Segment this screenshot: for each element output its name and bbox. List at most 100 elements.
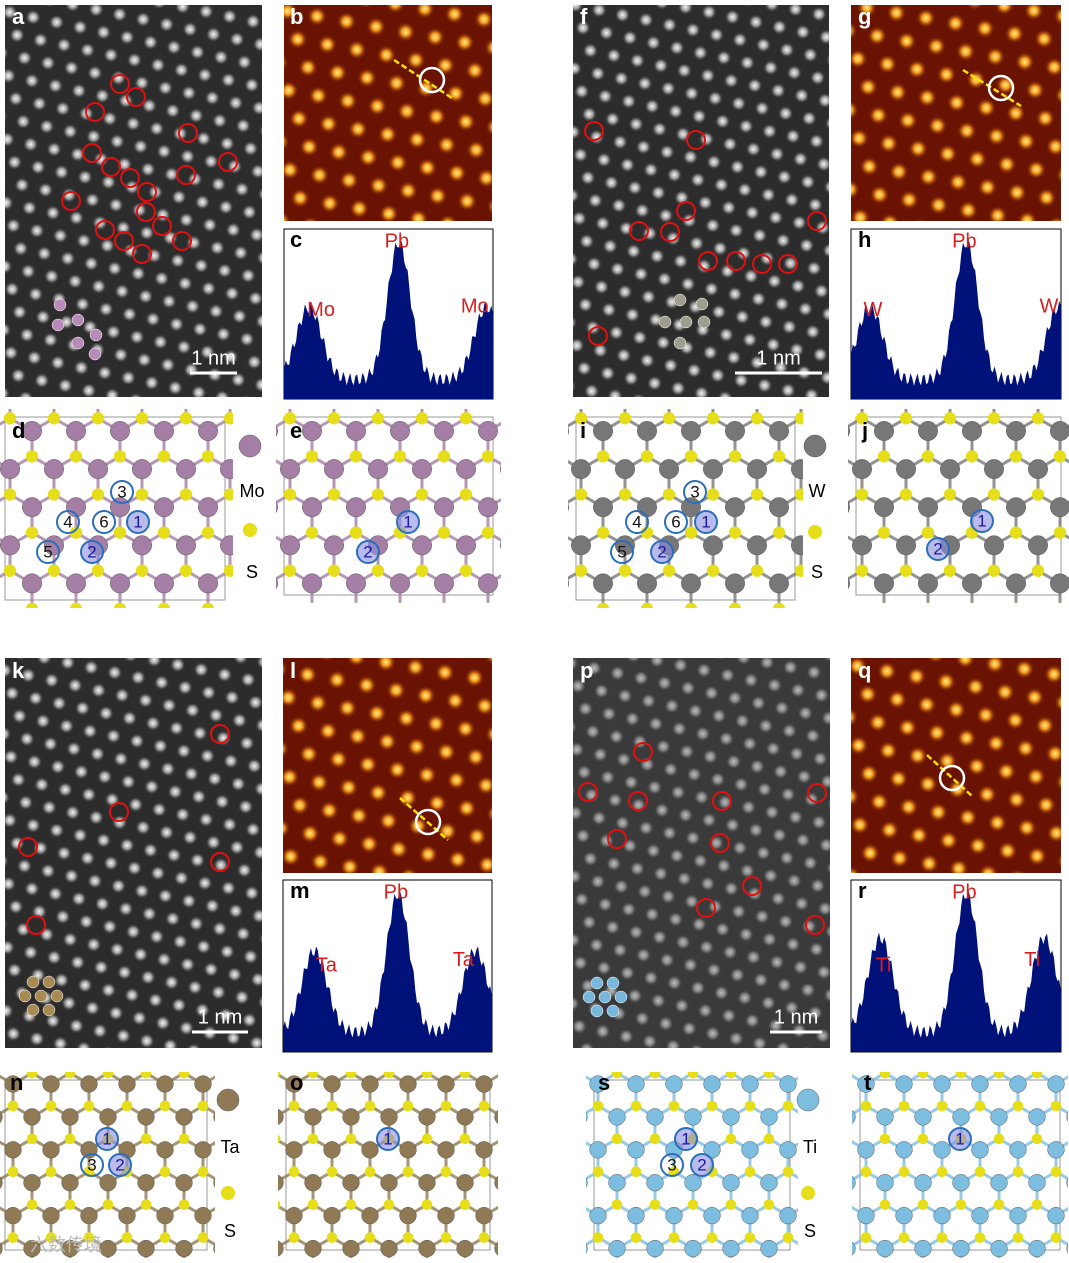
bond: [826, 1073, 845, 1084]
panel-letter: m: [290, 878, 310, 903]
atomic-model: [568, 409, 803, 631]
metal-atom: [213, 1177, 215, 1188]
panel-letter: p: [580, 658, 593, 683]
legend-metal: [796, 1088, 820, 1112]
s-atom: [649, 1072, 661, 1079]
s-atom: [83, 1100, 95, 1112]
metal-atom: [475, 1075, 493, 1093]
site-circle: [376, 1127, 400, 1151]
s-atom: [526, 603, 538, 615]
metal-atom: [478, 573, 498, 594]
metal-atom: [681, 421, 701, 441]
defect-marker: [120, 168, 140, 188]
s-atom: [772, 450, 786, 463]
metal-atom: [495, 1043, 512, 1060]
bond: [222, 1172, 241, 1183]
metal-atom: [1028, 1239, 1046, 1258]
s-atom: [517, 1166, 528, 1177]
metal-atom: [747, 612, 766, 631]
metal-atom: [684, 1239, 702, 1258]
metal-atom: [118, 1075, 136, 1093]
s-atom: [821, 1232, 832, 1243]
s-atom: [345, 1199, 357, 1210]
s-atom: [706, 488, 720, 501]
panel-letter: e: [290, 418, 302, 443]
metal-atom: [586, 1243, 588, 1254]
metal-atom: [302, 573, 322, 594]
atomic-model: [0, 1072, 241, 1258]
s-atom: [684, 602, 698, 608]
s-atom: [899, 488, 913, 501]
panel-letter: g: [858, 4, 871, 29]
site-number: 1: [977, 511, 986, 530]
site-circle: [610, 540, 634, 564]
metal-atom: [500, 464, 501, 474]
s-atom: [481, 450, 495, 463]
s-atom: [25, 450, 39, 463]
s-atom: [113, 526, 127, 539]
s-atom: [135, 412, 149, 425]
s-atom: [555, 1166, 566, 1177]
s-atom: [437, 450, 451, 463]
s-atom: [574, 564, 588, 577]
s-atom: [684, 526, 698, 539]
intensity-profile: [283, 890, 492, 1052]
metal-atom: [779, 1075, 797, 1093]
metal-atom: [990, 1239, 1008, 1258]
s-atom: [640, 450, 654, 463]
bond: [164, 607, 166, 608]
metal-atom: [552, 1207, 569, 1224]
metal-atom: [280, 612, 299, 631]
metal-atom: [342, 1108, 360, 1126]
s-atom: [25, 526, 39, 539]
s-atom: [353, 602, 359, 603]
metal-atom: [760, 1174, 778, 1192]
metal-atom: [44, 612, 63, 631]
site-number: 1: [681, 1129, 690, 1148]
site-circle: [396, 510, 420, 534]
s-atom: [7, 1100, 19, 1112]
bond: [818, 456, 840, 469]
metal-atom: [88, 459, 108, 480]
metal-atom: [304, 1108, 322, 1126]
metal-atom: [118, 1207, 136, 1225]
s-atom: [855, 564, 869, 577]
bond: [560, 1139, 579, 1150]
metal-atom: [769, 573, 789, 594]
metal-atom: [154, 497, 174, 518]
metal-atom: [1006, 573, 1026, 594]
bond: [510, 380, 532, 393]
metal-atom: [154, 573, 174, 594]
metal-atom: [741, 1141, 759, 1159]
s-atom: [782, 1232, 794, 1243]
s-atom: [898, 1232, 910, 1243]
s-atom: [900, 641, 912, 653]
s-atom: [1053, 450, 1067, 463]
metal-atom: [368, 459, 388, 480]
s-atom: [201, 450, 215, 463]
metal-atom: [1050, 497, 1069, 518]
panel-letter: a: [12, 4, 25, 29]
defect-marker: [210, 852, 230, 872]
metal-atom: [852, 535, 872, 556]
s-atom: [856, 641, 868, 653]
metal-atom: [848, 577, 850, 590]
metal-atom: [342, 1239, 360, 1258]
s-atom: [943, 564, 957, 577]
s-atom: [574, 1134, 585, 1145]
defect-marker: [588, 326, 608, 346]
defect-marker: [712, 791, 732, 811]
metal-atom: [984, 535, 1004, 556]
s-atom: [478, 1166, 490, 1178]
metal-atom: [434, 421, 454, 441]
metal-atom: [1009, 1207, 1027, 1225]
watermark: 六数传境: [30, 1235, 102, 1255]
metal-atom: [456, 1108, 474, 1126]
metal-atom: [361, 1207, 379, 1225]
s-atom: [284, 641, 296, 653]
bond: [503, 1172, 522, 1183]
s-atom: [240, 412, 252, 424]
s-atom: [744, 1100, 756, 1112]
defect-marker: [676, 201, 696, 221]
metal-atom: [808, 612, 827, 631]
